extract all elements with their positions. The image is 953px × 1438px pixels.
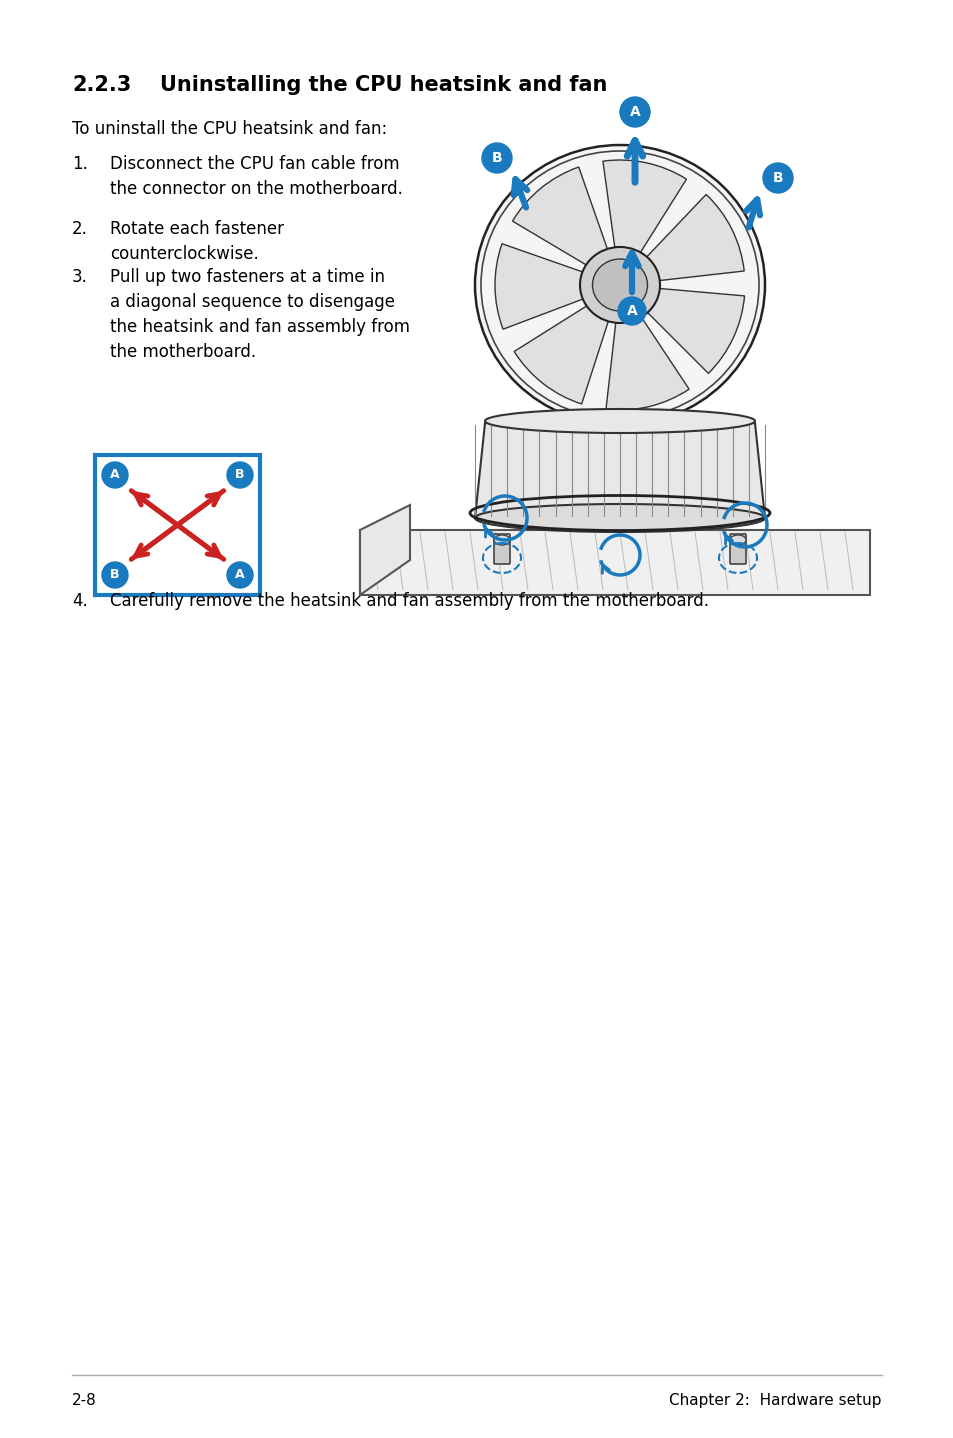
Text: Carefully remove the heatsink and fan assembly from the motherboard.: Carefully remove the heatsink and fan as…	[110, 592, 708, 610]
Wedge shape	[605, 313, 688, 410]
Text: 1.: 1.	[71, 155, 88, 173]
Text: A: A	[235, 568, 245, 581]
Circle shape	[619, 96, 649, 127]
Circle shape	[102, 562, 128, 588]
Text: 3.: 3.	[71, 267, 88, 286]
Text: Disconnect the CPU fan cable from
the connector on the motherboard.: Disconnect the CPU fan cable from the co…	[110, 155, 402, 198]
Circle shape	[762, 162, 792, 193]
Text: A: A	[629, 105, 639, 119]
Text: Pull up two fasteners at a time in
a diagonal sequence to disengage
the heatsink: Pull up two fasteners at a time in a dia…	[110, 267, 410, 361]
Text: A: A	[111, 469, 120, 482]
Wedge shape	[643, 194, 743, 280]
Wedge shape	[512, 167, 608, 267]
Circle shape	[227, 462, 253, 487]
Wedge shape	[495, 243, 587, 329]
Wedge shape	[514, 303, 609, 404]
Ellipse shape	[579, 247, 659, 324]
Text: B: B	[491, 151, 502, 165]
Text: Chapter 2:  Hardware setup: Chapter 2: Hardware setup	[669, 1393, 882, 1408]
FancyBboxPatch shape	[95, 454, 260, 595]
Text: B: B	[235, 469, 245, 482]
Ellipse shape	[729, 535, 745, 545]
Text: 2.: 2.	[71, 220, 88, 239]
Wedge shape	[644, 288, 743, 374]
Text: 4.: 4.	[71, 592, 88, 610]
Ellipse shape	[475, 503, 764, 532]
Circle shape	[481, 142, 512, 173]
Text: To uninstall the CPU heatsink and fan:: To uninstall the CPU heatsink and fan:	[71, 119, 387, 138]
Wedge shape	[602, 160, 686, 256]
Ellipse shape	[484, 408, 754, 433]
FancyBboxPatch shape	[494, 533, 510, 564]
Circle shape	[227, 562, 253, 588]
Polygon shape	[359, 531, 869, 595]
Ellipse shape	[592, 259, 647, 311]
Ellipse shape	[494, 535, 510, 545]
Text: 2.2.3: 2.2.3	[71, 75, 132, 95]
Text: B: B	[111, 568, 120, 581]
Polygon shape	[475, 423, 764, 518]
Circle shape	[618, 298, 645, 325]
Polygon shape	[359, 505, 410, 595]
Text: 2-8: 2-8	[71, 1393, 96, 1408]
FancyBboxPatch shape	[729, 533, 745, 564]
Text: Uninstalling the CPU heatsink and fan: Uninstalling the CPU heatsink and fan	[160, 75, 607, 95]
Text: A: A	[626, 303, 637, 318]
Ellipse shape	[475, 145, 764, 426]
Circle shape	[102, 462, 128, 487]
Text: Rotate each fastener
counterclockwise.: Rotate each fastener counterclockwise.	[110, 220, 284, 263]
Text: B: B	[772, 171, 782, 186]
